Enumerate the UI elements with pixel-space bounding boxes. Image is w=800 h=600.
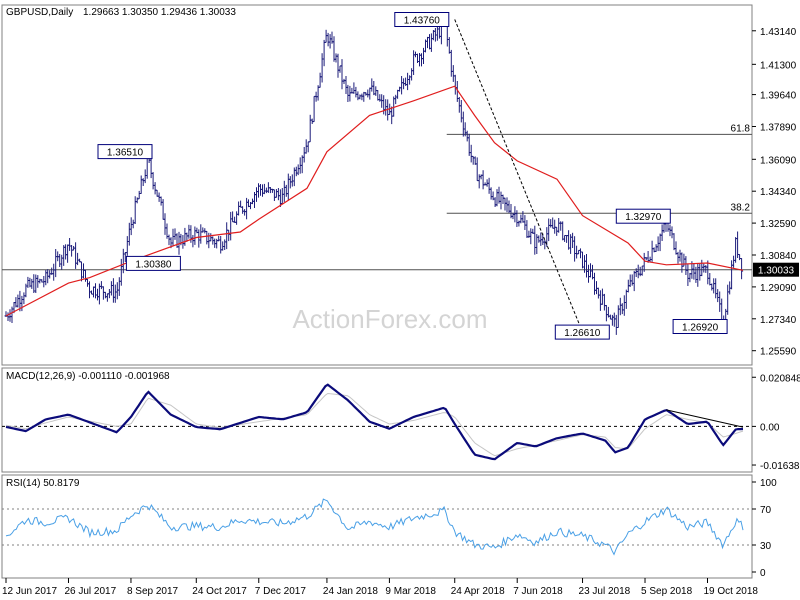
annotation-label: 1.30380 [135,259,172,270]
time-tick-label: 8 Sep 2017 [127,586,179,597]
rsi-tick-label: 30 [760,541,772,552]
price-tick-label: 1.32590 [760,219,797,230]
time-tick-label: 5 Sep 2018 [641,586,693,597]
rsi-tick-label: 70 [760,505,772,516]
level-label: 61.8 [731,123,751,134]
rsi-panel-frame [1,474,753,579]
time-tick-label: 9 Mar 2018 [385,586,436,597]
current-price-label: 1.30033 [758,266,795,277]
annotation-label: 1.43760 [404,16,441,27]
time-tick-label: 19 Oct 2018 [703,586,758,597]
time-tick-label: 24 Oct 2017 [192,586,247,597]
price-annotation: 1.32970 [615,208,671,224]
macd-signal-line [5,392,744,457]
rsi-tick-label: 100 [760,478,777,489]
watermark: ActionForex.com [292,304,487,334]
annotation-label: 1.26920 [682,323,719,334]
time-tick-label: 12 Jun 2017 [2,586,57,597]
price-axis: 1.43140 1.41300 1.39640 1.37890 1.36090 1.343… [752,27,799,358]
macd-trend-line [666,409,744,428]
macd-panel-frame [1,367,753,473]
current-price-box [753,262,799,277]
price-annotation: 1.36510 [97,144,153,160]
macd-header: MACD(12,26,9) -0.001110 -0.001968 [6,371,170,382]
rsi-header: RSI(14) 50.8179 [6,478,80,489]
time-tick-label: 7 Jun 2018 [513,586,563,597]
macd-line [5,383,744,461]
price-annotation: 1.43760 [394,12,450,27]
rsi-tick-label: 0 [760,568,766,579]
macd-axis: 0.020848 0.00 -0.016389 [752,373,800,472]
price-tick-label: 1.25590 [760,347,797,358]
price-annotation: 1.26920 [672,319,728,334]
time-axis: 12 Jun 2017 26 Jul 2017 8 Sep 2017 24 Oct 2… [2,578,758,597]
price-bars [4,14,744,335]
moving-average-line [5,85,744,317]
main-header-symbol: GBPUSD,Daily [6,7,73,18]
time-tick-label: 24 Jan 2018 [323,586,378,597]
price-tick-label: 1.39640 [760,91,797,102]
time-tick-label: 23 Jul 2018 [579,586,631,597]
price-tick-label: 1.30840 [760,251,797,262]
annotation-label: 1.32970 [625,212,662,223]
price-annotations: 1.36510 1.30380 1.43760 1.26610 1.32970 1.269… [97,12,728,340]
price-tick-label: 1.29090 [760,283,797,294]
annotation-label: 1.36510 [107,148,144,159]
price-tick-label: 1.43140 [760,27,797,38]
macd-layer [2,383,752,461]
macd-tick-label: 0.00 [760,422,780,433]
macd-tick-label: 0.020848 [760,373,800,384]
time-tick-label: 24 Apr 2018 [451,586,505,597]
price-trend-line [454,19,583,333]
price-tick-label: 1.41300 [760,60,797,71]
price-trend-lines [454,19,583,333]
price-tick-label: 1.27340 [760,315,797,326]
price-annotation: 1.26610 [554,324,610,340]
macd-tick-label: -0.016389 [760,461,800,472]
price-tick-label: 1.34340 [760,187,797,198]
time-tick-label: 7 Dec 2017 [255,586,307,597]
rsi-line [5,498,744,556]
price-panel-frame [1,4,753,366]
annotation-label: 1.26610 [564,328,601,339]
price-tick-label: 1.37890 [760,122,797,133]
price-annotation: 1.30380 [125,255,181,271]
time-tick-label: 26 Jul 2017 [64,586,116,597]
rsi-axis: 100 70 30 0 [752,478,777,579]
price-tick-label: 1.36090 [760,155,797,166]
moving-average [5,85,744,317]
rsi-layer [2,498,752,556]
main-header-ohlc: 1.29663 1.30350 1.29436 1.30033 [83,7,236,18]
level-label: 38.2 [731,202,751,213]
price-bar [740,258,744,280]
